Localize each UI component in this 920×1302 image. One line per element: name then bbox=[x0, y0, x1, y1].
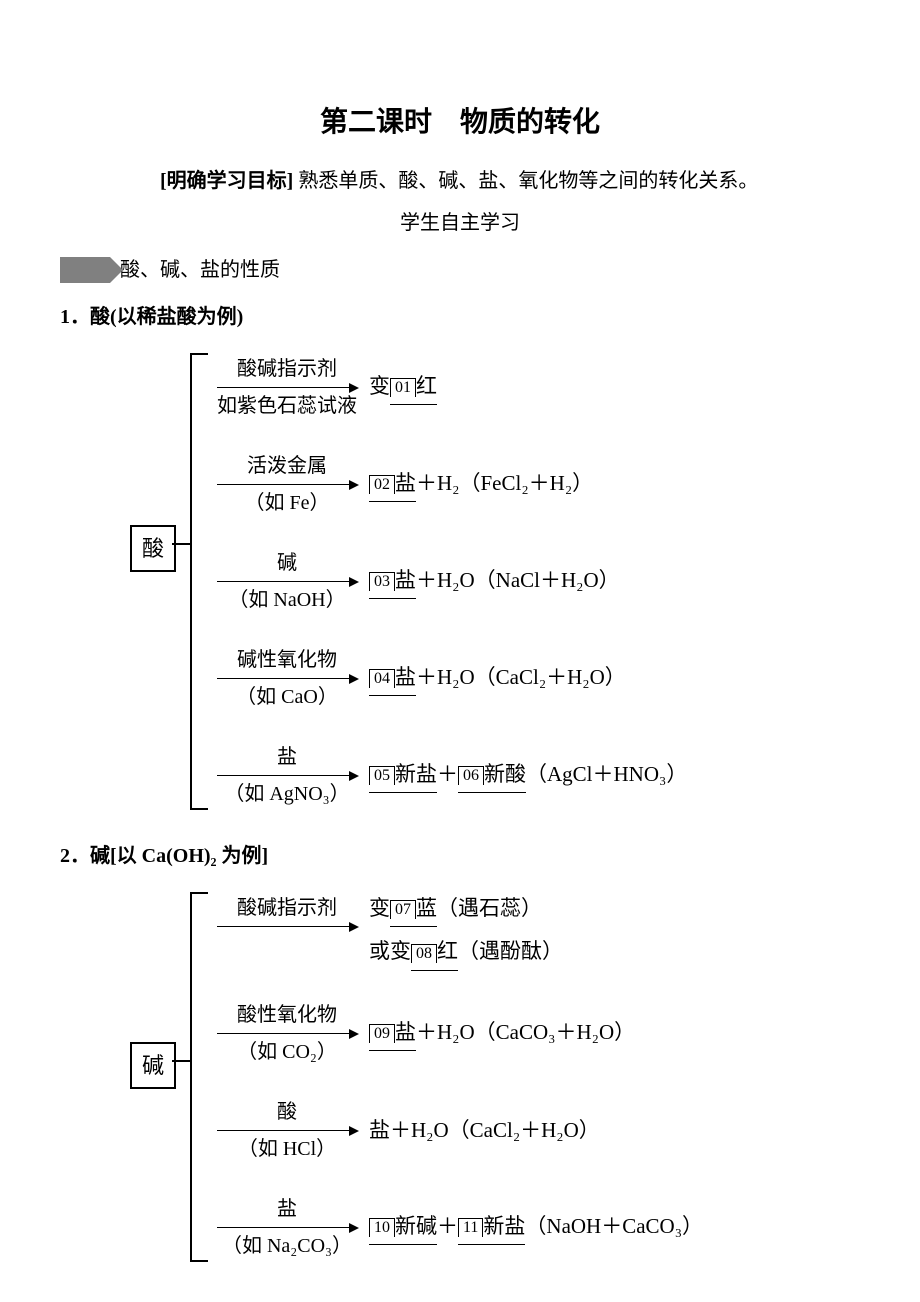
result-suffix: ＋H₂O（CaCl₂＋H₂O） bbox=[390, 1118, 600, 1142]
blank-number: 08 bbox=[411, 944, 437, 963]
reagent-example: 如紫色石蕊试液 bbox=[217, 388, 357, 422]
result-suffix: ＋H₂O（CaCl₂＋H₂O） bbox=[416, 665, 626, 689]
reagent-label: 碱 bbox=[217, 547, 357, 582]
properties-header-text: 酸、碱、盐的性质 bbox=[120, 254, 280, 286]
result-prefix: 变 bbox=[369, 374, 390, 398]
result-suffix: ＋H₂O（NaCl＋H₂O） bbox=[416, 568, 620, 592]
result-text: 盐 bbox=[369, 1118, 390, 1142]
indicator-line2: 或变08红（遇酚酞） bbox=[217, 935, 860, 971]
base-bracket: 酸碱指示剂 变07蓝（遇石蕊） 或变08红（遇酚酞） 酸性氧化物 （如 CO₂）… bbox=[190, 892, 860, 1262]
blank-number: 02 bbox=[369, 475, 395, 494]
result-prefix: 变 bbox=[369, 896, 390, 920]
base-section-header: 2．碱[以 Ca(OH)₂ 为例] bbox=[60, 840, 860, 872]
reagent-example: （如 Na₂CO₃） bbox=[217, 1228, 357, 1262]
properties-header: 酸、碱、盐的性质 bbox=[60, 254, 860, 286]
blank-answer: 蓝 bbox=[416, 896, 437, 920]
reagent-label: 酸碱指示剂 bbox=[217, 353, 357, 388]
objective-text: 熟悉单质、酸、碱、盐、氧化物等之间的转化关系。 bbox=[298, 170, 758, 192]
blank-answer: 新碱 bbox=[395, 1214, 437, 1238]
reagent-label: 酸 bbox=[217, 1096, 357, 1131]
connector-line bbox=[172, 1060, 190, 1062]
blank-number: 09 bbox=[369, 1024, 395, 1043]
reagent-example: （如 CaO） bbox=[217, 679, 357, 713]
connector-line bbox=[172, 543, 190, 545]
reagent-example: （如 HCl） bbox=[217, 1131, 357, 1165]
reagent-label: 酸碱指示剂 bbox=[217, 892, 357, 927]
reagent-example: （如 Fe） bbox=[217, 485, 357, 519]
blank-answer: 盐 bbox=[395, 568, 416, 592]
blank-number: 01 bbox=[390, 378, 416, 397]
acid-row-indicator: 酸碱指示剂 如紫色石蕊试液 变01红 bbox=[217, 353, 860, 422]
blank-answer: 新盐 bbox=[395, 762, 437, 786]
blank-number: 06 bbox=[458, 766, 484, 785]
result-tail: （AgCl＋HNO₃） bbox=[526, 762, 687, 786]
base-main-box: 碱 bbox=[130, 1042, 176, 1089]
result-tail: （NaOH＋CaCO₃） bbox=[525, 1214, 703, 1238]
blank-number: 07 bbox=[390, 900, 416, 919]
blank-number: 11 bbox=[458, 1218, 483, 1237]
blank-answer: 盐 bbox=[395, 1020, 416, 1044]
reagent-label: 活泼金属 bbox=[217, 450, 357, 485]
base-row-indicator: 酸碱指示剂 变07蓝（遇石蕊） 或变08红（遇酚酞） bbox=[217, 892, 860, 971]
reagent-label: 盐 bbox=[217, 741, 357, 776]
result-suffix: ＋H₂O（CaCO₃＋H₂O） bbox=[416, 1020, 635, 1044]
blank-answer: 红 bbox=[416, 374, 437, 398]
blank-answer: 红 bbox=[437, 939, 458, 963]
acid-diagram: 酸 酸碱指示剂 如紫色石蕊试液 变01红 活泼金属 （如 Fe） 02盐＋H₂（… bbox=[130, 353, 860, 810]
acid-main-box: 酸 bbox=[130, 525, 176, 572]
page-title: 第二课时 物质的转化 bbox=[60, 100, 860, 145]
blank-answer: 盐 bbox=[395, 665, 416, 689]
reagent-example: （如 CO₂） bbox=[217, 1034, 357, 1068]
base-diagram: 碱 酸碱指示剂 变07蓝（遇石蕊） 或变08红（遇酚酞） 酸性氧化物 （如 CO… bbox=[130, 892, 860, 1262]
study-section-label: 学生自主学习 bbox=[60, 207, 860, 239]
blank-number: 05 bbox=[369, 766, 395, 785]
acid-row-salt: 盐 （如 AgNO₃） 05新盐＋06新酸（AgCl＋HNO₃） bbox=[217, 741, 860, 810]
base-row-salt: 盐 （如 Na₂CO₃） 10新碱＋11新盐（NaOH＋CaCO₃） bbox=[217, 1193, 860, 1262]
learning-objective: [明确学习目标] 熟悉单质、酸、碱、盐、氧化物等之间的转化关系。 bbox=[60, 165, 860, 197]
blank-answer: 新盐 bbox=[483, 1214, 525, 1238]
blank-number: 04 bbox=[369, 669, 395, 688]
acid-row-base: 碱 （如 NaOH） 03盐＋H₂O（NaCl＋H₂O） bbox=[217, 547, 860, 616]
blank-answer: 盐 bbox=[395, 471, 416, 495]
result-suffix: （遇石蕊） bbox=[437, 896, 542, 920]
result-prefix: 或变 bbox=[369, 939, 411, 963]
result-suffix: ＋H₂（FeCl₂＋H₂） bbox=[416, 471, 593, 495]
acid-row-metal: 活泼金属 （如 Fe） 02盐＋H₂（FeCl₂＋H₂） bbox=[217, 450, 860, 519]
blank-number: 03 bbox=[369, 572, 395, 591]
reagent-example: （如 AgNO₃） bbox=[217, 776, 357, 810]
reagent-example: （如 NaOH） bbox=[217, 582, 357, 616]
blank-number: 10 bbox=[369, 1218, 395, 1237]
blank-answer: 新酸 bbox=[484, 762, 526, 786]
reagent-label: 碱性氧化物 bbox=[217, 644, 357, 679]
base-row-acidic-oxide: 酸性氧化物 （如 CO₂） 09盐＋H₂O（CaCO₃＋H₂O） bbox=[217, 999, 860, 1068]
reagent-label: 酸性氧化物 bbox=[217, 999, 357, 1034]
result-suffix: （遇酚酞） bbox=[458, 939, 563, 963]
acid-section-header: 1．酸(以稀盐酸为例) bbox=[60, 301, 860, 333]
arrow-indicator-icon bbox=[60, 257, 110, 283]
reagent-label: 盐 bbox=[217, 1193, 357, 1228]
acid-bracket: 酸碱指示剂 如紫色石蕊试液 变01红 活泼金属 （如 Fe） 02盐＋H₂（Fe… bbox=[190, 353, 860, 810]
acid-row-basic-oxide: 碱性氧化物 （如 CaO） 04盐＋H₂O（CaCl₂＋H₂O） bbox=[217, 644, 860, 713]
base-row-acid: 酸 （如 HCl） 盐＋H₂O（CaCl₂＋H₂O） bbox=[217, 1096, 860, 1165]
objective-label: [明确学习目标] bbox=[160, 170, 293, 192]
